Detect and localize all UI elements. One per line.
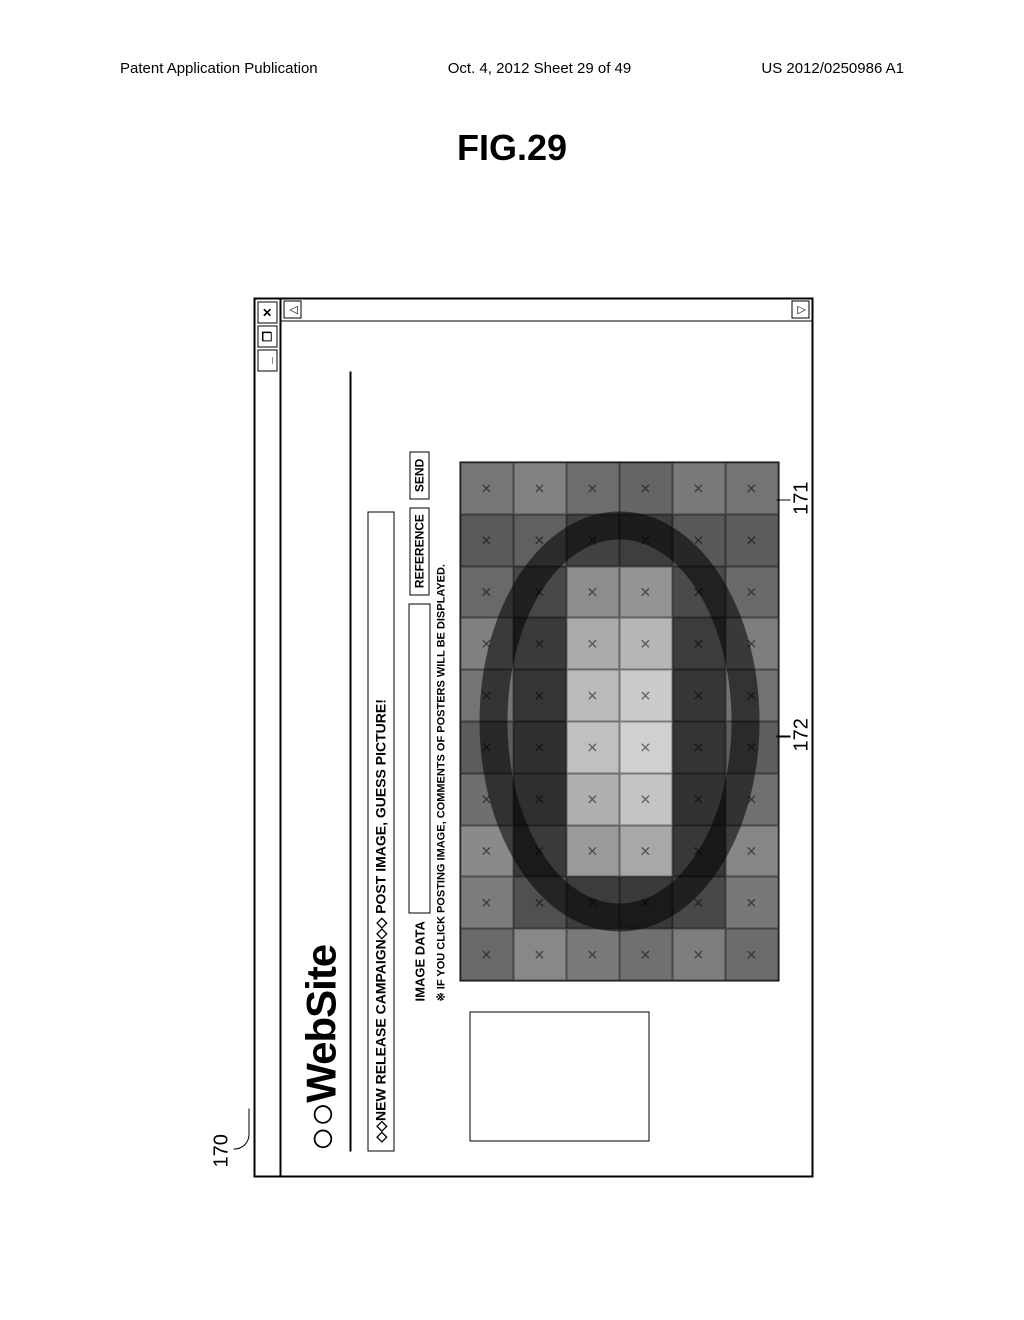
mosaic-tile[interactable] (620, 514, 673, 566)
header-right: US 2012/0250986 A1 (761, 60, 904, 77)
mosaic-tile[interactable] (514, 722, 567, 774)
figure-title: FIG.29 (0, 127, 1024, 169)
mosaic-tile[interactable] (461, 566, 514, 618)
reference-button[interactable]: REFERENCE (410, 507, 430, 595)
mosaic-tile[interactable] (461, 618, 514, 670)
mosaic-tile[interactable] (567, 514, 620, 566)
mosaic-tile[interactable] (620, 773, 673, 825)
mosaic-tile[interactable] (567, 463, 620, 515)
send-button[interactable]: SEND (410, 452, 430, 499)
titlebar: _ ❐ ✕ (256, 300, 282, 1176)
mosaic-tile[interactable] (514, 670, 567, 722)
mosaic-tile[interactable] (461, 773, 514, 825)
mosaic-tile[interactable] (567, 566, 620, 618)
mosaic-tile[interactable] (673, 566, 726, 618)
mosaic-tile[interactable] (726, 463, 779, 515)
mosaic-tile[interactable] (620, 825, 673, 877)
mosaic-tile[interactable] (620, 929, 673, 981)
mosaic-tile[interactable] (673, 722, 726, 774)
campaign-bar: ◇◇NEW RELEASE CAMPAIGN◇◇ POST IMAGE, GUE… (368, 512, 395, 1152)
mosaic-tile[interactable] (620, 463, 673, 515)
mosaic-tile[interactable] (514, 463, 567, 515)
hint-text: ※ IF YOU CLICK POSTING IMAGE, COMMENTS O… (435, 346, 448, 1002)
mosaic-tile[interactable] (461, 670, 514, 722)
mosaic-tile[interactable] (673, 825, 726, 877)
minimize-button[interactable]: _ (258, 350, 278, 372)
mosaic-tile[interactable] (514, 514, 567, 566)
mosaic-tile[interactable] (620, 670, 673, 722)
mosaic-tile[interactable] (461, 722, 514, 774)
upload-label: IMAGE DATA (412, 921, 427, 1001)
mosaic-tile[interactable] (726, 618, 779, 670)
ref-label-172: 172 (791, 718, 814, 751)
mosaic-tile[interactable] (726, 877, 779, 929)
mosaic-tile[interactable] (567, 773, 620, 825)
image-path-input[interactable] (409, 603, 431, 913)
mosaic-tile[interactable] (461, 877, 514, 929)
ref-label-171: 171 (791, 482, 814, 515)
mosaic-tile[interactable] (673, 463, 726, 515)
mosaic-tile[interactable] (461, 514, 514, 566)
mosaic-tile[interactable] (673, 877, 726, 929)
upload-row: IMAGE DATA REFERENCE SEND (409, 346, 431, 1002)
mosaic-tile[interactable] (567, 929, 620, 981)
page-header: Patent Application Publication Oct. 4, 2… (0, 0, 1024, 87)
close-button[interactable]: ✕ (258, 302, 278, 324)
mosaic-tile[interactable] (726, 773, 779, 825)
mosaic-tile[interactable] (567, 825, 620, 877)
header-center: Oct. 4, 2012 Sheet 29 of 49 (448, 60, 631, 77)
mosaic-tile[interactable] (567, 670, 620, 722)
mosaic-tile[interactable] (726, 670, 779, 722)
mosaic-tile[interactable] (567, 722, 620, 774)
mosaic-tile[interactable] (620, 722, 673, 774)
mosaic-tile[interactable] (726, 722, 779, 774)
maximize-button[interactable]: ❐ (258, 326, 278, 348)
mosaic-tile[interactable] (567, 618, 620, 670)
scroll-up-button[interactable]: △ (284, 301, 302, 319)
mosaic-tile[interactable] (567, 877, 620, 929)
mosaic-tile[interactable] (726, 514, 779, 566)
mosaic-image[interactable] (460, 462, 780, 982)
site-title: ○○WebSite (298, 346, 346, 1152)
scrollbar[interactable]: △ ▽ (282, 300, 812, 322)
mosaic-tile[interactable] (673, 929, 726, 981)
site-underline (350, 372, 352, 1152)
mosaic-tile[interactable] (620, 877, 673, 929)
mosaic-tile[interactable] (620, 566, 673, 618)
scroll-down-button[interactable]: ▽ (792, 301, 810, 319)
mosaic-tile[interactable] (673, 773, 726, 825)
small-preview-panel[interactable] (470, 1012, 650, 1142)
mosaic-tile[interactable] (514, 773, 567, 825)
mosaic-tile[interactable] (673, 670, 726, 722)
mosaic-area: 172 171 (460, 346, 780, 1142)
mosaic-tile[interactable] (726, 929, 779, 981)
mosaic-tile[interactable] (514, 566, 567, 618)
mosaic-tile[interactable] (514, 877, 567, 929)
browser-window: _ ❐ ✕ ○○WebSite ◇◇NEW RELEASE CAMPAIGN◇◇… (254, 298, 814, 1178)
mosaic-tile[interactable] (673, 514, 726, 566)
mosaic-tile[interactable] (461, 463, 514, 515)
mosaic-tile[interactable] (620, 618, 673, 670)
mosaic-tile[interactable] (461, 825, 514, 877)
mosaic-tile[interactable] (673, 618, 726, 670)
window-body: ○○WebSite ◇◇NEW RELEASE CAMPAIGN◇◇ POST … (282, 300, 812, 1176)
mosaic-tile[interactable] (726, 566, 779, 618)
mosaic-tile[interactable] (514, 618, 567, 670)
mosaic-wrap: 172 171 (460, 462, 780, 982)
content-area: ○○WebSite ◇◇NEW RELEASE CAMPAIGN◇◇ POST … (282, 322, 812, 1176)
header-left: Patent Application Publication (120, 60, 318, 77)
mosaic-tile[interactable] (726, 825, 779, 877)
mosaic-tile[interactable] (514, 825, 567, 877)
mosaic-tile[interactable] (461, 929, 514, 981)
figure-area: 170 _ ❐ ✕ ○○WebSite ◇◇NEW RELEASE CAMPAI… (211, 278, 814, 1178)
mosaic-tile[interactable] (514, 929, 567, 981)
ref-label-170: 170 (211, 278, 250, 1168)
